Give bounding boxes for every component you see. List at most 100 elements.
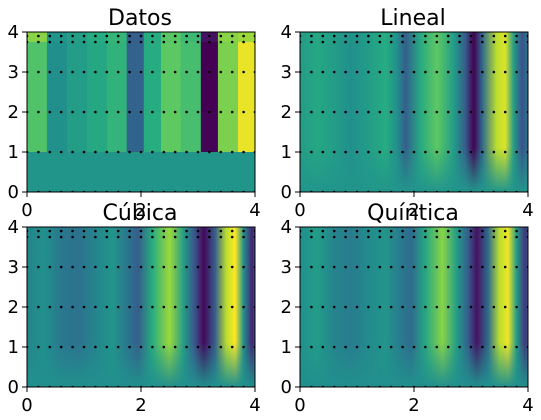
- x-tick-label: 2: [135, 395, 146, 416]
- y-tick-label: 0: [8, 182, 19, 203]
- sample-point: [481, 70, 484, 74]
- sample-point: [503, 229, 507, 233]
- sample-point: [208, 235, 211, 239]
- sample-point: [401, 235, 404, 239]
- sample-point: [48, 305, 52, 309]
- panel-title: Quíntica: [367, 201, 459, 226]
- sample-point: [378, 150, 382, 154]
- sample-point: [151, 34, 154, 38]
- sample-point: [321, 70, 325, 74]
- sample-point: [412, 235, 416, 239]
- heatmap-cell: [160, 112, 181, 152]
- sample-point: [503, 34, 507, 38]
- sample-point: [59, 229, 63, 233]
- sample-point: [71, 345, 74, 349]
- sample-point: [332, 40, 336, 44]
- sample-point: [196, 229, 200, 233]
- sample-point: [208, 70, 211, 74]
- sample-point: [219, 150, 223, 154]
- sample-point: [492, 110, 496, 114]
- sample-point: [435, 70, 439, 74]
- sample-point: [344, 235, 347, 239]
- sample-point: [458, 110, 461, 114]
- sample-point: [105, 110, 109, 114]
- sample-point: [230, 150, 234, 154]
- sample-point: [82, 34, 86, 38]
- heatmap-cell: [143, 112, 161, 152]
- y-tick-label: 0: [8, 377, 19, 398]
- sample-point: [412, 110, 416, 114]
- sample-point: [59, 150, 63, 154]
- sample-point: [94, 110, 97, 114]
- sample-point: [332, 34, 336, 38]
- sample-point: [139, 305, 143, 309]
- sample-point: [469, 265, 473, 269]
- sample-point: [469, 110, 473, 114]
- sample-point: [469, 235, 473, 239]
- sample-point: [310, 34, 313, 38]
- sample-point: [355, 150, 359, 154]
- sample-point: [242, 34, 245, 38]
- sample-point: [367, 235, 370, 239]
- sample-point: [344, 229, 347, 233]
- sample-point: [481, 34, 484, 38]
- sample-point: [515, 235, 518, 239]
- sample-point: [151, 305, 154, 309]
- heatmap-cell: [27, 32, 47, 42]
- sample-point: [481, 345, 484, 349]
- sample-point: [310, 40, 313, 44]
- heatmap-cell: [200, 112, 218, 152]
- sample-point: [162, 110, 166, 114]
- sample-point: [94, 70, 97, 74]
- sample-point: [367, 34, 370, 38]
- sample-point: [162, 40, 166, 44]
- sample-point: [173, 110, 177, 114]
- sample-points: [27, 34, 255, 192]
- sample-point: [242, 345, 245, 349]
- sample-point: [344, 40, 347, 44]
- sample-point: [355, 229, 359, 233]
- sample-point: [310, 229, 313, 233]
- sample-point: [401, 110, 404, 114]
- sample-point: [503, 305, 507, 309]
- sample-point: [389, 305, 393, 309]
- sample-point: [503, 150, 507, 154]
- sample-point: [492, 305, 496, 309]
- x-tick-label: 0: [294, 395, 305, 416]
- sample-point: [94, 150, 97, 154]
- sample-point: [446, 40, 450, 44]
- heatmap-cell: [86, 112, 107, 152]
- y-tick-label: 0: [281, 377, 292, 398]
- sample-point: [230, 229, 234, 233]
- sample-point: [412, 305, 416, 309]
- sample-point: [185, 229, 188, 233]
- sample-point: [128, 34, 131, 38]
- sample-point: [230, 110, 234, 114]
- heatmap-cell: [106, 32, 127, 42]
- sample-point: [344, 265, 347, 269]
- sample-point: [37, 150, 40, 154]
- sample-point: [128, 345, 131, 349]
- sample-point: [310, 150, 313, 154]
- sample-point: [139, 110, 143, 114]
- sample-point: [151, 235, 154, 239]
- sample-point: [355, 305, 359, 309]
- sample-point: [355, 235, 359, 239]
- sample-point: [424, 235, 427, 239]
- sample-point: [128, 305, 131, 309]
- sample-point: [503, 110, 507, 114]
- sample-point: [173, 305, 177, 309]
- sample-point: [185, 110, 188, 114]
- sample-point: [367, 40, 370, 44]
- heatmap-cell: [237, 32, 255, 42]
- sample-point: [82, 150, 86, 154]
- sample-point: [116, 229, 120, 233]
- sample-point: [185, 150, 188, 154]
- sample-point: [344, 150, 347, 154]
- sample-point: [481, 110, 484, 114]
- sample-point: [82, 345, 86, 349]
- sample-point: [71, 265, 74, 269]
- sample-point: [219, 34, 223, 38]
- sample-point: [401, 34, 404, 38]
